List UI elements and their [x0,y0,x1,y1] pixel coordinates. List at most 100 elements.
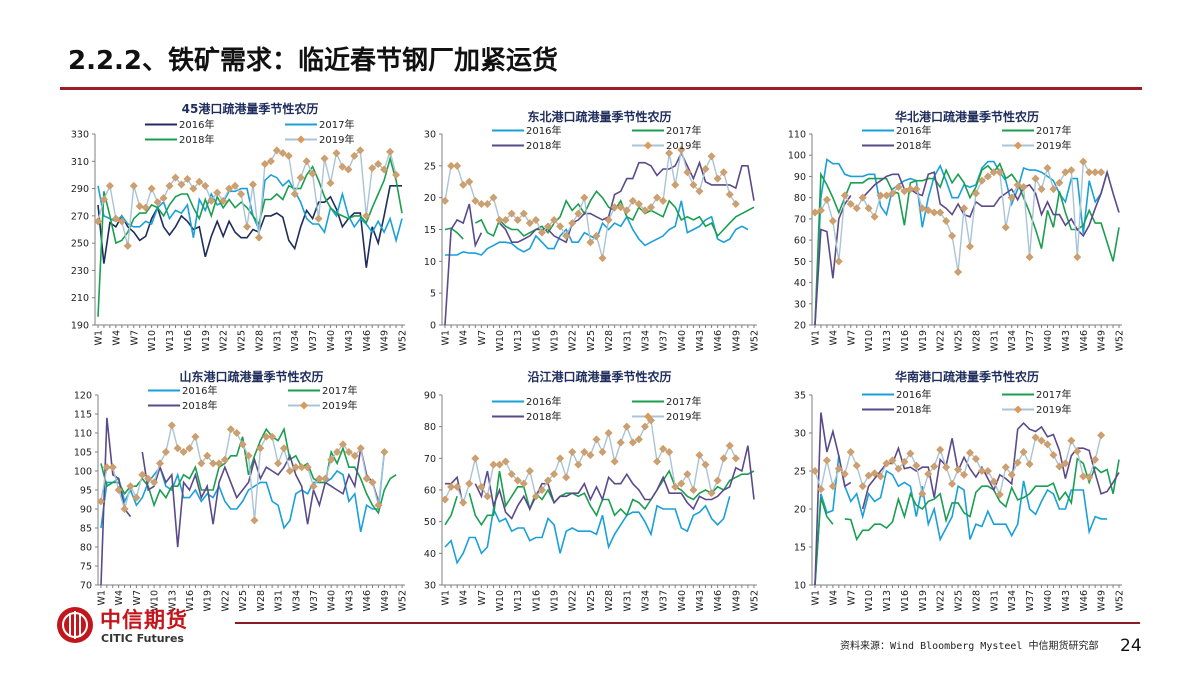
data-point-marker-center [305,159,309,163]
x-tick-label: W43 [1061,330,1072,351]
data-point-marker-center [328,181,333,185]
data-point-marker-center [902,189,907,193]
data-point-marker-center [861,484,865,488]
x-tick-label: W7 [846,590,857,605]
data-point-marker-center [246,454,251,458]
x-tick-label: W40 [677,590,688,611]
x-tick-label: W34 [1007,590,1018,611]
data-point-marker-center [528,469,532,473]
data-point-marker-center [655,459,659,464]
y-tick-label: 50 [424,517,436,528]
data-point-marker-center [449,485,453,489]
chart-title: 华北港口疏港量季节性农历 [895,109,1039,124]
data-point-marker-center [902,460,907,464]
data-point-marker-center [819,208,823,212]
x-tick-label: W46 [1079,330,1090,351]
data-point-marker-center [334,151,339,155]
data-point-marker-center [528,221,532,225]
data-point-marker-center [382,167,386,172]
data-point-marker-center [661,447,665,451]
data-point-marker-center [540,488,544,492]
data-point-marker-center [980,179,984,183]
data-point-marker-center [534,494,538,498]
data-point-marker-center [491,196,496,200]
data-point-marker-center [896,467,901,471]
data-point-marker-center [1004,225,1008,229]
x-tick-label: W37 [659,590,670,611]
data-point-marker-center [1022,185,1026,189]
x-tick-label: W31 [622,590,633,611]
x-tick-label: W7 [132,590,143,605]
data-point-marker-center [105,465,109,469]
y-tick-label: 10 [424,257,436,268]
legend-label: 2017年 [666,395,701,408]
data-point-marker-center [504,218,508,222]
x-tick-label: W16 [185,590,196,611]
data-point-marker-center [443,497,447,502]
data-point-marker-center [233,184,237,188]
x-tick-label: W52 [398,330,409,351]
series-line-2016年 [445,200,749,256]
data-point-marker-center [938,210,942,215]
data-point-marker-center [340,165,345,169]
data-point-marker-center [365,477,369,481]
data-point-marker-center [950,234,954,238]
x-tick-label: W46 [1079,590,1090,611]
series-line-2019年 [814,159,1102,273]
y-tick-label: 75 [80,562,92,573]
data-point-marker-center [126,244,130,248]
data-point-marker-center [546,478,550,483]
data-point-marker-center [962,206,966,210]
data-point-marker-center [998,170,1002,174]
data-point-marker-center [1057,181,1062,185]
data-point-marker-center [1051,187,1056,191]
data-point-marker-center [819,487,823,491]
data-point-marker-center [251,182,255,187]
data-point-marker-center [294,465,298,469]
data-point-marker-center [534,218,538,222]
y-tick-label: 20 [794,505,806,516]
data-point-marker-center [370,480,375,484]
x-tick-label: W7 [477,590,488,605]
x-tick-label: W7 [477,330,488,345]
y-tick-label: 60 [794,236,806,247]
x-tick-label: W13 [167,590,178,611]
x-tick-label: W46 [362,590,373,611]
data-point-marker-center [276,461,280,465]
data-point-marker-center [661,199,665,203]
x-tick-label: W19 [201,330,212,351]
data-point-marker-center [673,183,677,187]
y-tick-label: 20 [794,321,806,332]
data-point-marker-center [128,484,133,488]
data-point-marker-center [473,456,477,460]
data-point-marker-center [1022,450,1026,454]
data-point-marker-center [376,162,380,166]
data-point-marker-center [1057,464,1062,469]
data-point-marker-center [241,442,245,446]
data-point-marker-center [346,167,350,172]
x-tick-label: W52 [749,330,760,351]
series-line-2018年 [445,445,755,520]
data-point-marker-center [697,189,702,193]
data-point-marker-center [275,148,279,152]
data-point-marker-center [215,191,219,195]
x-tick-label: W4 [459,590,470,605]
data-point-marker-center [872,215,877,219]
data-point-marker-center [281,151,285,155]
x-tick-label: W34 [1007,330,1018,351]
data-point-marker-center [455,164,459,168]
data-point-marker-center [1099,170,1103,174]
data-point-marker-center [734,456,738,460]
series-line-2016年 [97,185,402,268]
y-tick-label: 70 [80,581,92,592]
data-point-marker-center [270,435,274,439]
data-point-marker-center [613,205,617,209]
data-point-marker-center [992,480,996,484]
x-tick-label: W16 [531,330,542,351]
data-point-marker-center [878,474,883,478]
data-point-marker-center [176,446,180,450]
data-point-marker-center [185,177,190,181]
data-point-marker-center [134,496,138,500]
chart-title: 华南港口疏港量季节性农历 [895,369,1039,384]
